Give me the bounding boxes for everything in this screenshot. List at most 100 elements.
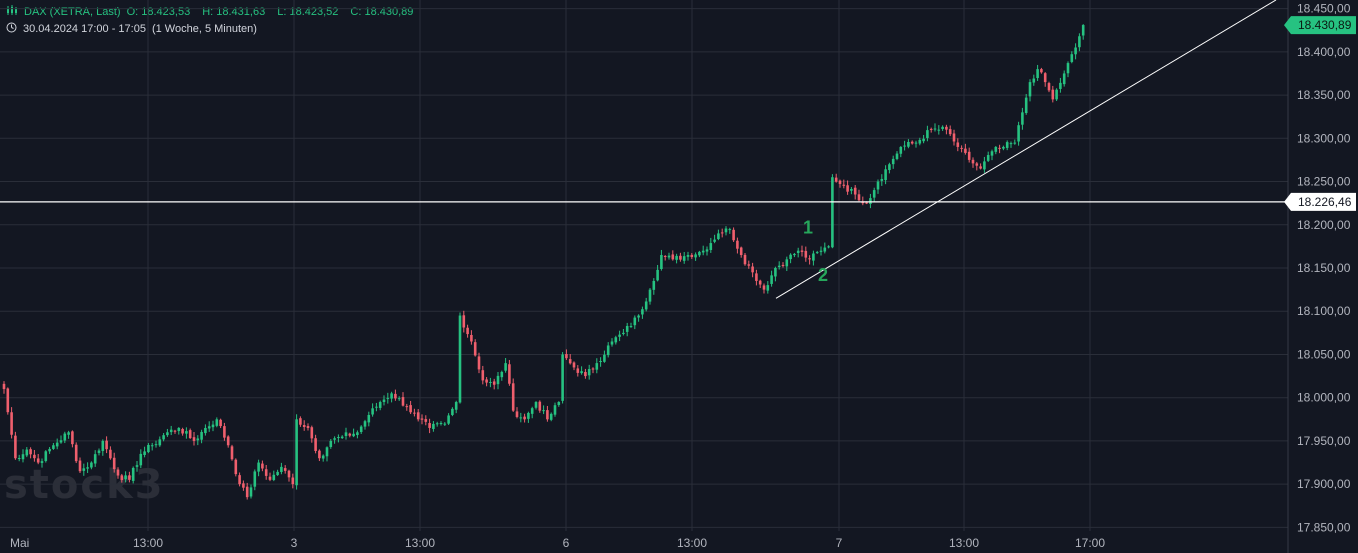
- annotation-label: 2: [818, 265, 828, 285]
- candle-body: [93, 454, 97, 464]
- price-axis: 18.450,00 18.400,00 18.350,00 18.300,00 18.2…: [1284, 2, 1356, 534]
- candle-body: [363, 421, 367, 427]
- candle-body: [226, 436, 230, 446]
- candle-body: [888, 164, 891, 171]
- candle-body: [397, 398, 401, 400]
- candle-body: [937, 129, 941, 131]
- candle-body: [660, 255, 663, 270]
- candle-body: [641, 309, 644, 315]
- candle-body: [33, 454, 36, 459]
- candle-body: [755, 273, 758, 281]
- candle-body: [933, 128, 937, 130]
- candle-body: [511, 383, 515, 411]
- candle-body: [1070, 54, 1074, 62]
- candle-body: [90, 462, 93, 468]
- candle-body: [781, 264, 785, 266]
- candle-body: [762, 285, 766, 290]
- candle-body: [865, 202, 868, 204]
- candle-body: [454, 402, 458, 410]
- candle-body: [329, 440, 333, 447]
- candle-body: [234, 459, 238, 475]
- candle-body: [891, 158, 895, 165]
- candle-body: [238, 475, 241, 485]
- candle-body: [215, 419, 219, 426]
- candle-body: [724, 228, 728, 233]
- candle-body: [929, 128, 933, 130]
- candle-body: [371, 408, 374, 415]
- candle-body: [945, 126, 948, 130]
- candle-body: [595, 363, 599, 370]
- price-tick-label: 17.850,00: [1297, 520, 1351, 534]
- candle-body: [139, 453, 143, 466]
- candle-body: [1005, 142, 1009, 148]
- candle-body: [637, 315, 640, 318]
- candle-body: [458, 315, 462, 403]
- price-tick-label: 18.200,00: [1297, 218, 1351, 232]
- candle-body: [283, 468, 287, 471]
- candle-body: [834, 177, 838, 182]
- candle-body: [344, 432, 348, 436]
- candle-body: [367, 414, 371, 423]
- candle-body: [162, 435, 165, 440]
- candle-body: [131, 467, 135, 481]
- candle-body: [48, 448, 51, 452]
- candle-body: [910, 141, 914, 144]
- candle-body: [831, 177, 834, 248]
- time-tick-label: 6: [563, 536, 570, 550]
- candle-body: [736, 240, 739, 249]
- price-tick-label: 18.150,00: [1297, 261, 1351, 275]
- candle-body: [101, 440, 105, 451]
- candle-body: [382, 399, 386, 403]
- candle-body: [739, 247, 743, 256]
- candle-body: [1043, 73, 1047, 83]
- candle-body: [542, 410, 545, 412]
- candle-body: [185, 431, 188, 434]
- candle-body: [694, 254, 697, 258]
- candle-body: [280, 466, 283, 473]
- candle-body: [994, 146, 998, 152]
- candle-body: [386, 397, 390, 399]
- candle-body: [504, 363, 507, 371]
- candle-body: [922, 138, 925, 142]
- candle-body: [261, 463, 264, 469]
- candle-body: [40, 461, 44, 463]
- candle-body: [903, 145, 906, 147]
- candle-body: [846, 185, 849, 192]
- candle-body: [857, 194, 861, 201]
- candle-body: [447, 415, 450, 424]
- candle-body: [610, 341, 614, 345]
- candle-body: [55, 442, 59, 447]
- candle-body: [671, 254, 675, 260]
- candle-body: [625, 325, 629, 332]
- candle-body: [135, 465, 139, 467]
- candle-body: [340, 436, 344, 439]
- candle-body: [477, 356, 481, 370]
- candle-body: [804, 250, 808, 258]
- candle-body: [838, 180, 842, 184]
- candle-body: [268, 476, 272, 480]
- candle-body: [652, 280, 656, 290]
- price-tick-label: 18.100,00: [1297, 304, 1351, 318]
- candle-body: [587, 369, 591, 376]
- candle-body: [78, 460, 82, 472]
- candle-body: [71, 431, 74, 445]
- price-tick-label: 18.000,00: [1297, 391, 1351, 405]
- candle-body: [29, 449, 32, 455]
- candle-body: [770, 275, 773, 284]
- candle-body: [686, 255, 690, 257]
- timestamp: 30.04.2024 17:00 - 17:05: [23, 23, 146, 35]
- candle-body: [956, 142, 960, 147]
- candle-body: [918, 139, 922, 144]
- candle-body: [112, 457, 116, 470]
- candle-body: [644, 301, 648, 310]
- candle-body: [796, 250, 800, 253]
- candle-body: [359, 426, 363, 432]
- candle-body: [466, 327, 469, 335]
- chart-grid: [0, 0, 1289, 553]
- candle-body: [154, 444, 158, 446]
- candle-body: [173, 430, 177, 432]
- candle-body: [534, 402, 538, 408]
- candle-body: [1032, 78, 1036, 83]
- candle-body: [842, 184, 846, 186]
